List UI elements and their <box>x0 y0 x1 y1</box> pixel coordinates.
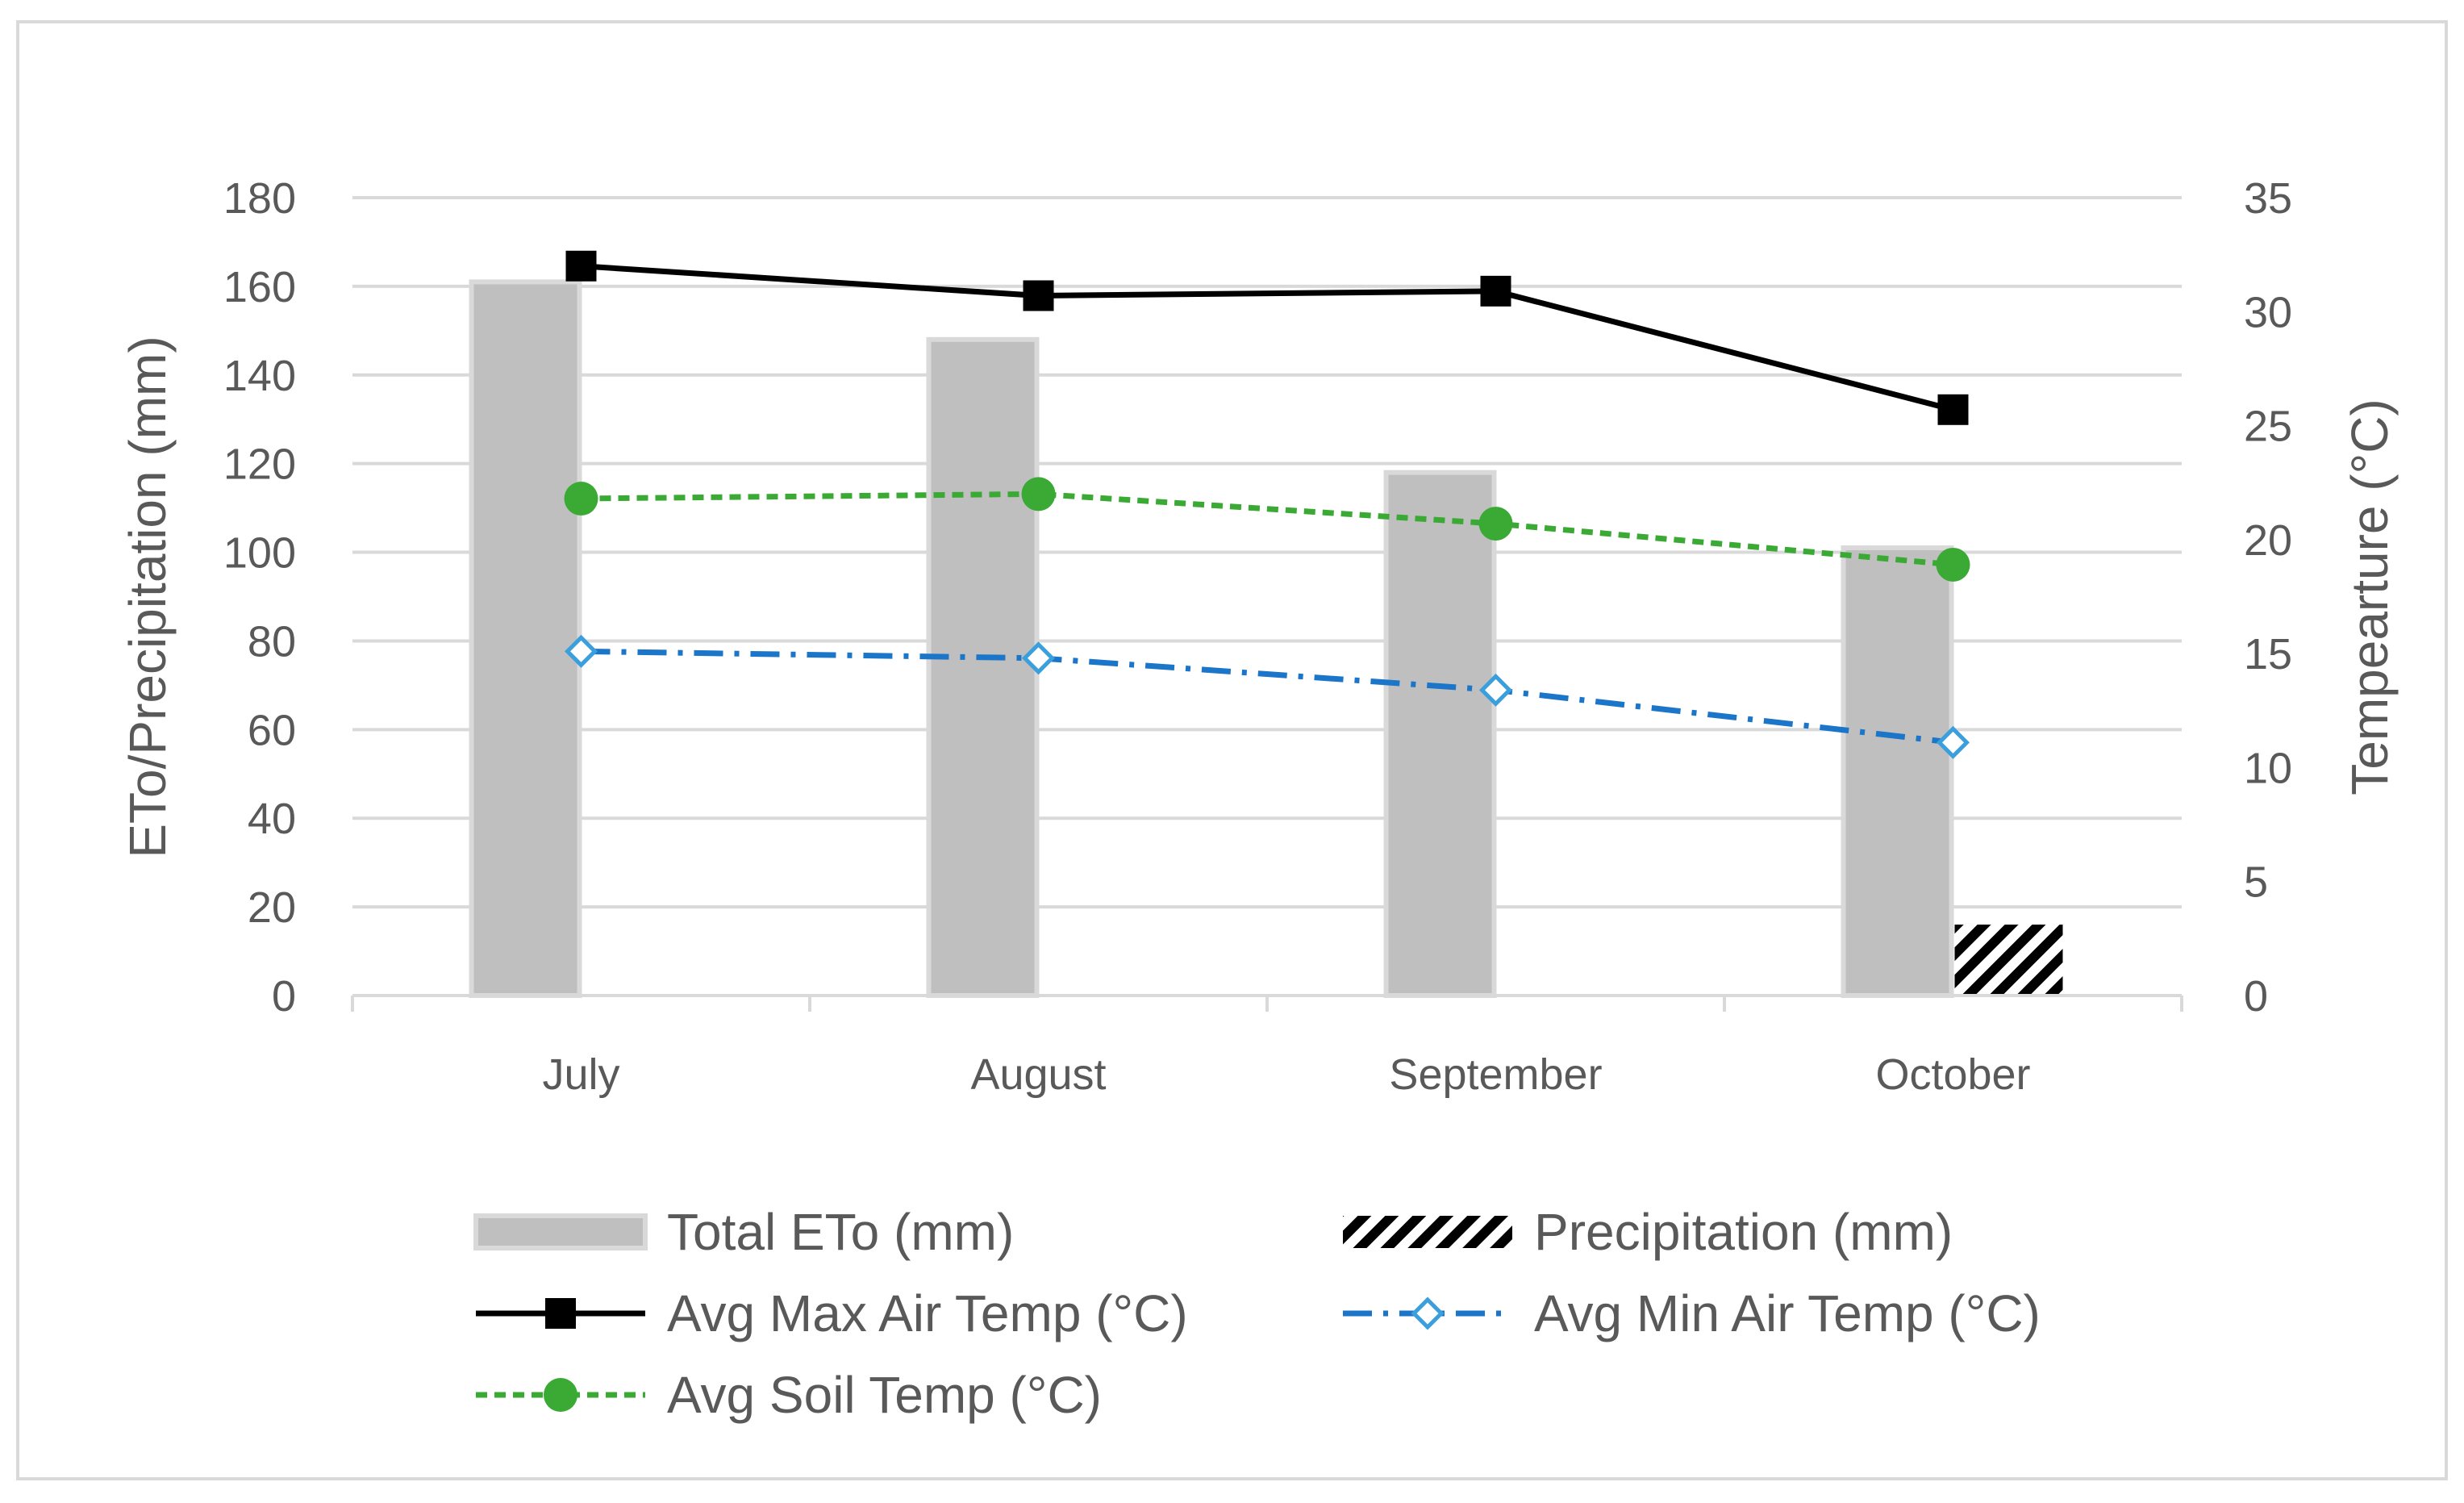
marker-max <box>565 250 597 282</box>
marker-soil <box>1478 507 1513 541</box>
x-tick-label: August <box>970 1050 1106 1099</box>
y-tick-label-left: 140 <box>223 352 296 400</box>
bar-total-eto <box>469 279 582 998</box>
marker-soil <box>1936 547 1970 582</box>
marker-max <box>1480 275 1511 307</box>
marker-min <box>1936 725 1970 759</box>
legend-marker <box>1411 1296 1445 1330</box>
y-tick-label-right: 15 <box>2244 630 2292 678</box>
y-tick-label-left: 20 <box>248 883 296 932</box>
legend: Total ETo (mm) Precipitation (mm) Avg Max … <box>473 1203 2041 1424</box>
marker-min <box>1021 641 1056 675</box>
bar-precipitation <box>1954 925 2063 996</box>
y-tick-label-left: 120 <box>223 440 296 489</box>
legend-label: Avg Max Air Temp (°C) <box>667 1284 1188 1342</box>
y-tick-label-right: 20 <box>2244 516 2292 565</box>
y-tick-label-right: 25 <box>2244 403 2292 451</box>
bar-total-eto <box>926 336 1040 999</box>
y-axis-title-right: Tempearture (°C) <box>2341 399 2399 795</box>
lines <box>564 250 1970 759</box>
y-tick-label-left: 180 <box>223 174 296 223</box>
legend-label: Total ETo (mm) <box>667 1203 1014 1261</box>
marker-max <box>1023 280 1054 311</box>
bar-total-eto <box>1841 545 1954 998</box>
y-tick-label-right: 5 <box>2244 858 2268 907</box>
legend-marker <box>545 1298 576 1329</box>
y-tick-label-left: 40 <box>248 795 296 843</box>
y-tick-label-left: 100 <box>223 529 296 578</box>
y-tick-label-left: 80 <box>248 617 296 666</box>
axes: 0 20 40 60 80 100 120 140 160 180 0 5 10 15 20 25 30 35 Ju… <box>119 174 2399 1099</box>
marker-min <box>1478 673 1513 707</box>
x-tick-label: September <box>1389 1050 1602 1099</box>
y-tick-label-left: 60 <box>248 706 296 754</box>
x-tick-label: October <box>1875 1050 2030 1099</box>
y-tick-label-right: 35 <box>2244 174 2292 223</box>
chart-border <box>16 20 2448 1480</box>
legend-label: Avg Soil Temp (°C) <box>667 1366 1102 1424</box>
line-soil <box>581 491 1953 568</box>
y-tick-label-right: 10 <box>2244 744 2292 792</box>
y-tick-label-right: 0 <box>2244 972 2268 1021</box>
marker-min <box>564 634 598 668</box>
bar-total-eto <box>1383 470 1497 998</box>
marker-soil <box>1021 477 1056 511</box>
legend-label: Precipitation (mm) <box>1534 1203 1953 1261</box>
x-tick-label: July <box>542 1050 619 1099</box>
marker-max <box>1937 394 1969 425</box>
legend-marker <box>544 1378 577 1412</box>
marker-soil <box>564 481 598 516</box>
y-tick-label-left: 160 <box>223 263 296 311</box>
y-tick-label-left: 0 <box>272 972 296 1021</box>
y-tick-label-right: 30 <box>2244 288 2292 336</box>
y-axis-title-left: ETo/Precipitation (mm) <box>119 336 177 858</box>
legend-swatch <box>1343 1216 1512 1248</box>
line-max <box>581 263 1954 413</box>
line-min <box>581 648 1953 745</box>
gridlines <box>352 196 2182 909</box>
legend-swatch <box>473 1213 648 1250</box>
legend-label: Avg Min Air Temp (°C) <box>1534 1284 2041 1342</box>
